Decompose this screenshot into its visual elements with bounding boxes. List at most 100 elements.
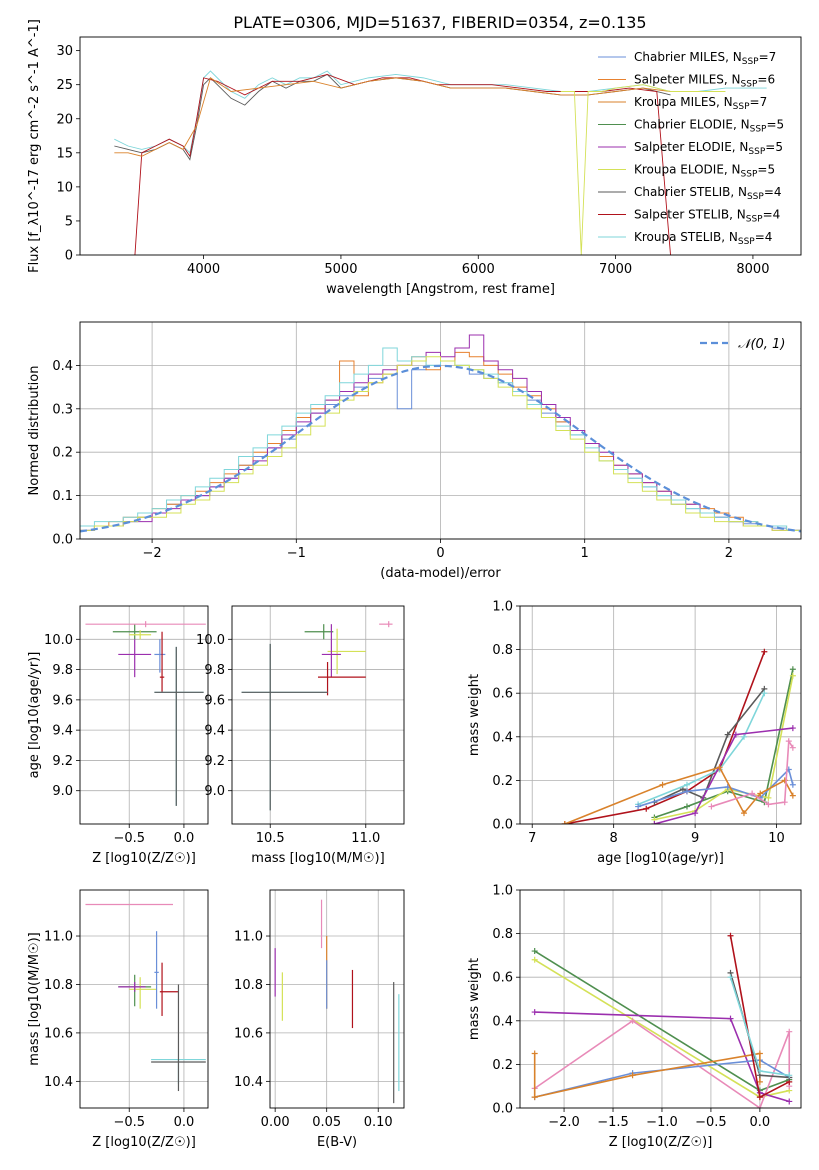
legend-label: 𝒩(0, 1) [738,337,785,352]
series-line [534,1019,791,1108]
y-tick-label: 0.2 [52,446,73,461]
y-tick-label: 0.4 [492,730,513,745]
data-point [659,781,666,788]
x-axis-label: Z [log10(Z/Z☉)] [92,851,196,866]
legend-label: Kroupa STELIB, NSSP=4 [634,230,772,247]
legend-count: =4 [763,208,781,222]
x-tick-label: 4000 [187,262,220,277]
series-line [134,73,671,255]
data-point [786,1028,793,1035]
data-point [749,790,756,797]
y-tick-label: 0.4 [52,359,73,374]
panel-age-vs-mass: 10.5 11.0 9.0 9.2 9.4 9.6 9.8 10.0 mass [log10(M… [196,605,405,866]
data-point [786,1098,793,1105]
y-tick-label: 0.2 [492,1058,513,1073]
y-tick-label: 9.6 [52,693,73,708]
y-tick-label: 0.8 [492,927,513,942]
plot-area [274,899,400,1104]
data-point [629,1072,636,1079]
y-tick-label: 9.4 [204,724,225,739]
data-point [757,790,764,797]
plot-area [531,932,793,1108]
legend-subscript: SSP [750,125,767,135]
data-point [629,1017,636,1024]
legend-subscript: SSP [746,215,763,225]
data-point [781,799,788,806]
panel-weight-vs-Z: −2.0 −1.5 −1.0 −0.5 0.0 0.0 0.2 0.4 0.6 0.8 1.0 Z [… [467,884,802,1150]
data-point [692,810,699,817]
x-tick-label: 0.0 [750,1115,771,1130]
y-tick-label: 0.6 [492,971,513,986]
x-tick-label: 0 [436,546,444,561]
y-tick-label: 9.8 [204,663,225,678]
panel-age-vs-Z: −0.5 0.0 9.0 9.2 9.4 9.6 9.8 10.0 Z [log10(Z/Z☉)… [27,605,209,866]
legend-count: =7 [750,95,768,109]
legend-count: =6 [757,73,775,87]
histogram-series [80,356,801,539]
x-tick-label: 0.0 [174,1115,195,1130]
x-axis-label: E(B-V) [317,1135,357,1150]
data-point [789,744,796,751]
data-point [789,672,796,679]
y-tick-label: 10 [56,180,73,195]
x-tick-label: 7000 [599,262,632,277]
x-tick-label: 1 [581,546,589,561]
x-tick-label: 6000 [462,262,495,277]
plot-area [85,621,206,806]
series-line [534,1059,790,1098]
y-axis-label: Normed distribution [27,366,42,496]
panel-spectrum: 4000 5000 6000 7000 8000 0 5 10 15 20 25 30 waveleng… [27,19,802,297]
legend-label: Salpeter STELIB, NSSP=4 [634,208,780,225]
legend-subscript: SSP [742,57,759,67]
y-tick-label: 9.8 [52,663,73,678]
data-point [756,1094,763,1101]
y-tick-label: 20 [56,112,73,127]
data-point [724,731,731,738]
x-axis-label: age [log10(age/yr)] [597,851,724,866]
data-point [531,956,538,963]
gaussian-curve [80,364,801,533]
x-tick-label: −1.0 [646,1115,678,1130]
x-tick-label: 8 [610,831,618,846]
y-tick-label: 0.3 [52,402,73,417]
x-tick-label: 5000 [324,262,357,277]
panel-weight-vs-age: 7 8 9 10 0.0 0.2 0.4 0.6 0.8 1.0 age [log10(age/yr… [467,600,802,866]
y-tick-label: 5 [65,214,73,229]
legend-label: Chabrier MILES, NSSP=7 [634,50,776,67]
data-point [785,738,792,745]
histogram-series [80,347,801,539]
y-tick-label: 10.8 [44,978,73,993]
series-line [654,675,794,821]
data-point [727,974,734,981]
axes-frame [79,889,209,1109]
x-tick-label: −0.5 [695,1115,727,1130]
x-tick-label: −2 [143,546,162,561]
legend-label: Salpeter ELODIE, NSSP=5 [634,140,783,157]
axes-frame [231,605,405,825]
series-line [711,738,794,808]
plot-area [80,334,801,539]
data-point [740,810,747,817]
y-tick-label: 11.0 [234,930,263,945]
data-point [683,803,690,810]
legend-subscript: SSP [741,80,758,90]
legend-count: =7 [759,50,777,64]
series-line [560,84,726,255]
y-tick-label: 0.4 [492,1014,513,1029]
legend-subscript: SSP [748,147,765,157]
y-tick-label: 0 [65,249,73,264]
y-tick-label: 9.2 [52,754,73,769]
x-axis-label: (data-model)/error [380,566,501,581]
y-tick-label: 11.0 [44,930,73,945]
plot-area [561,648,796,824]
x-tick-label: 0.00 [261,1115,290,1130]
legend-label: Kroupa MILES, NSSP=7 [634,95,767,112]
y-axis-label: Flux [f_λ10^-17 erg cm^-2 s^-1 A^-1] [27,19,42,273]
data-point [561,821,568,824]
legend-subscript: SSP [747,192,764,202]
legend-count: =4 [764,185,782,199]
y-axis-label: mass weight [467,674,482,756]
axes-frame [269,889,405,1109]
data-point [765,801,772,808]
